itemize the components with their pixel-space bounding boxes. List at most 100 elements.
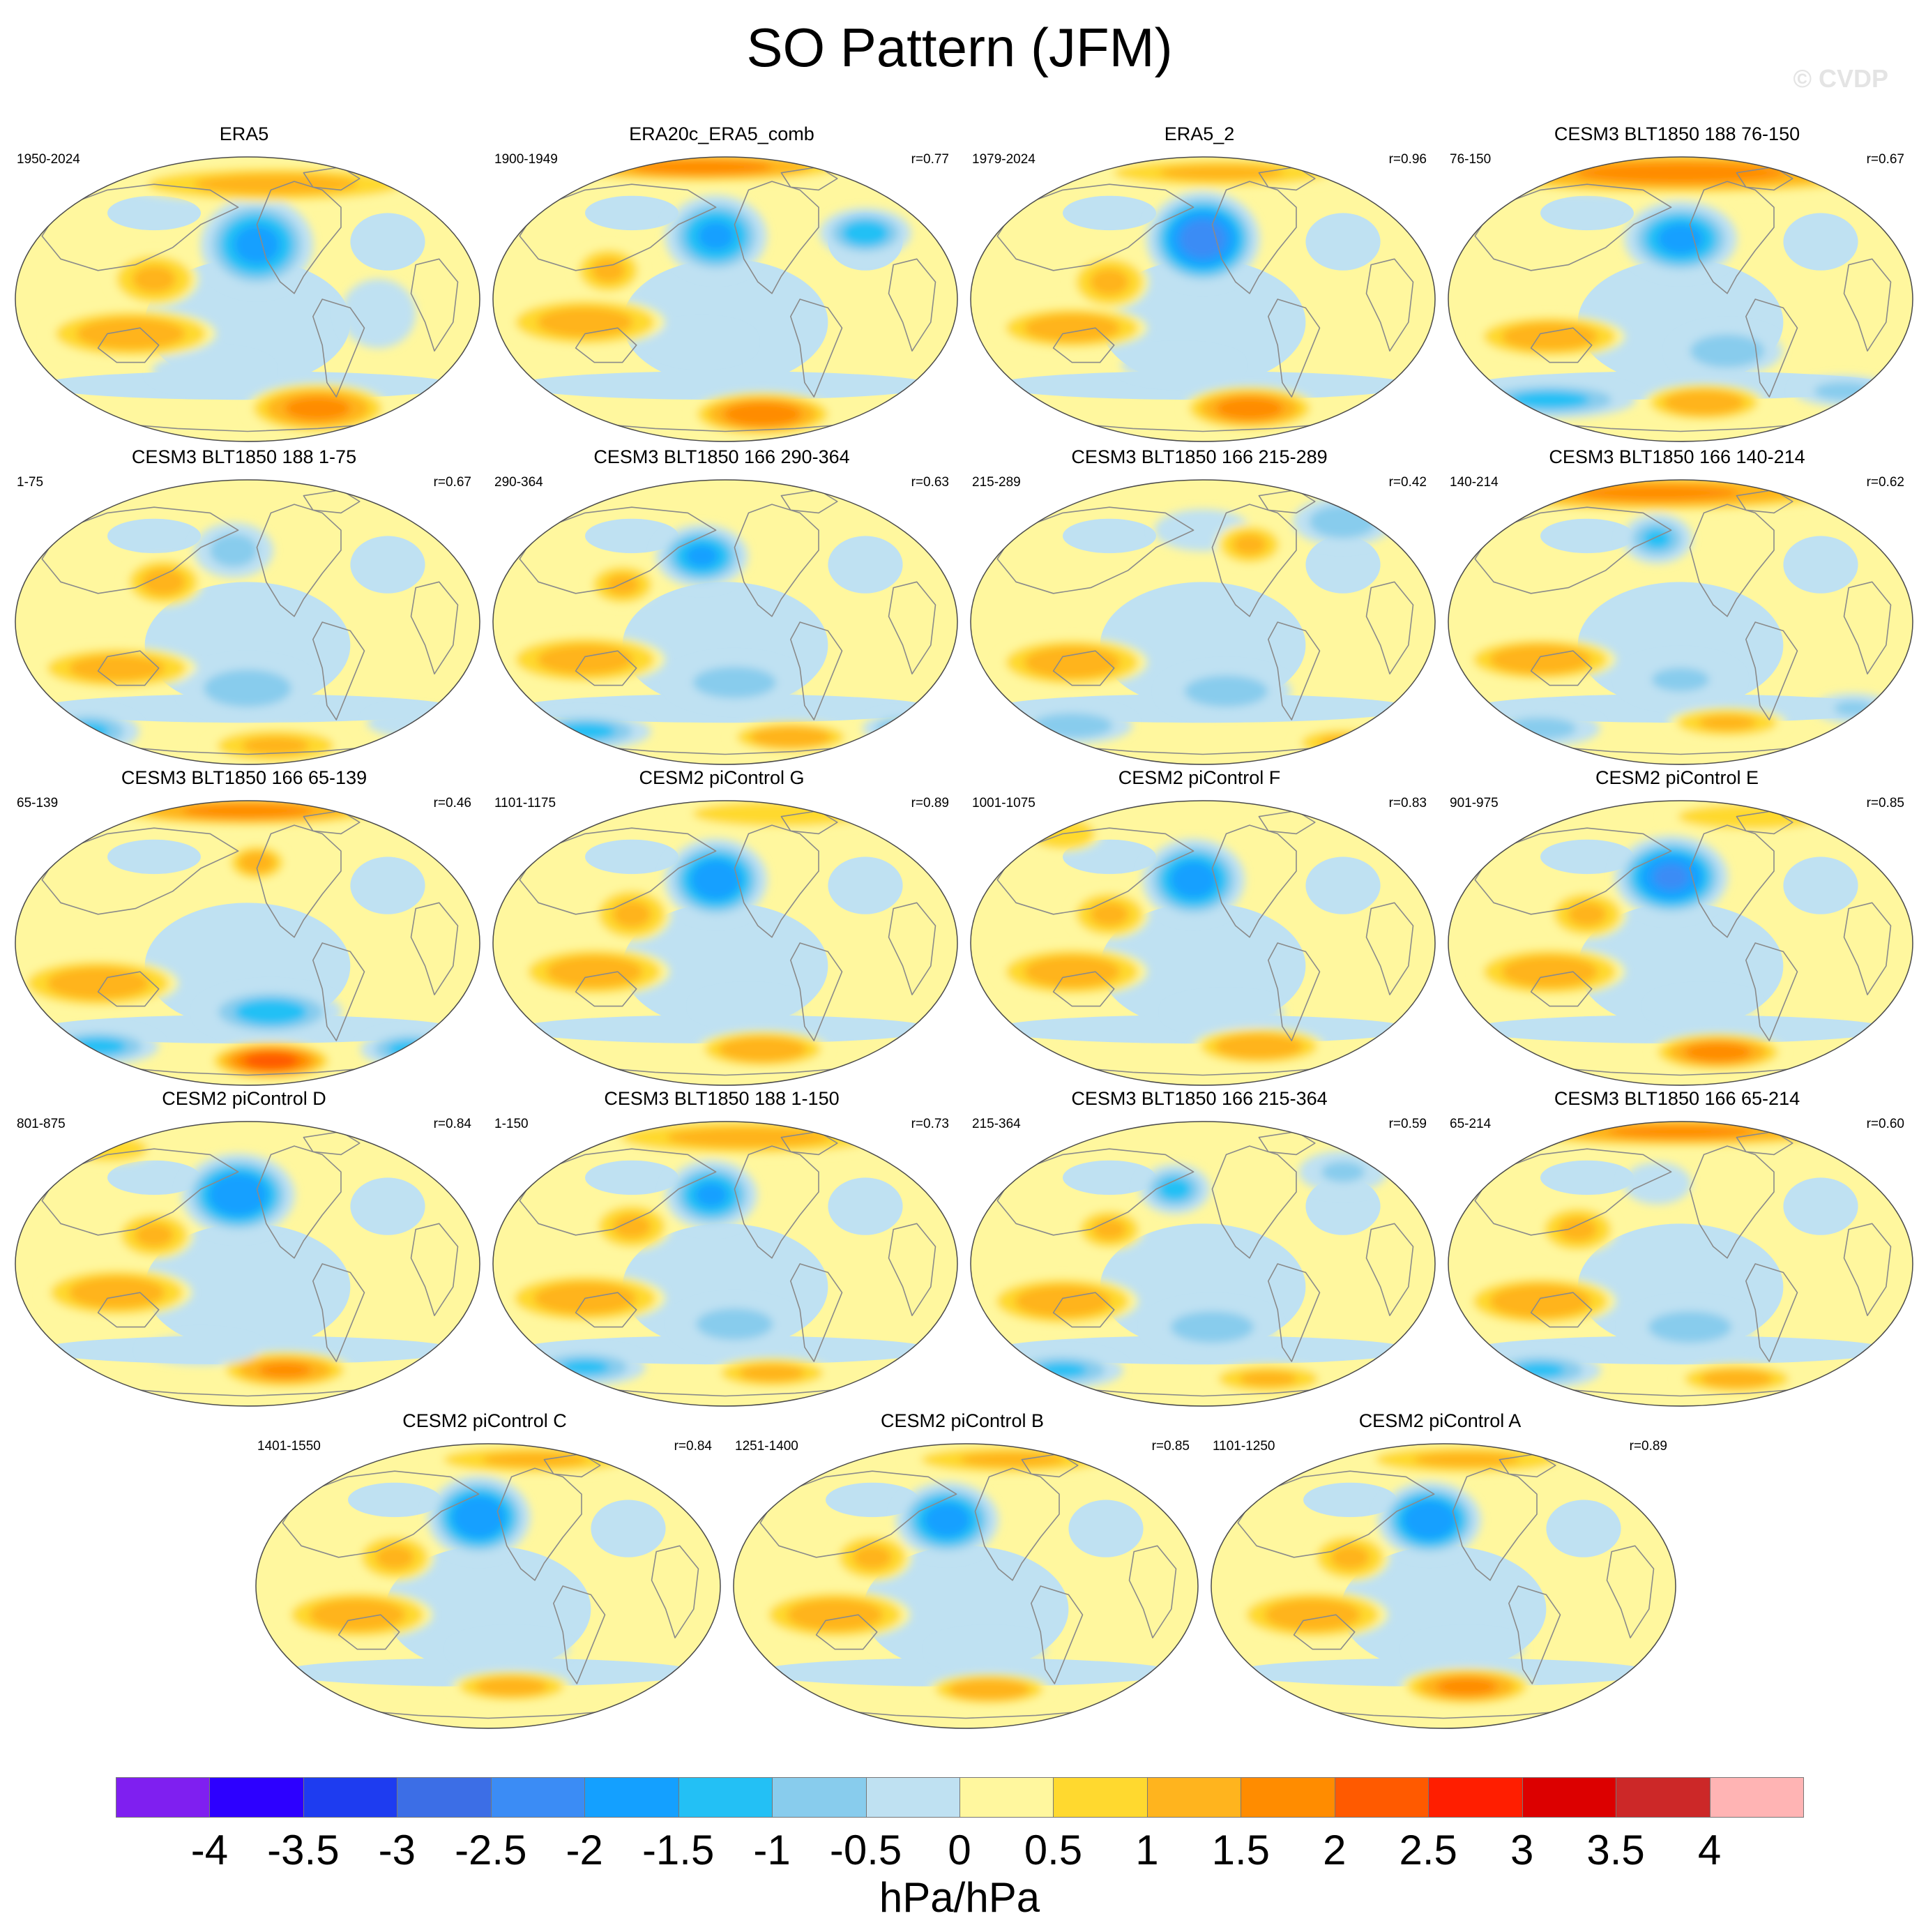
- colorbar-tick-label: -4: [190, 1827, 229, 1873]
- coastline-australia: [1530, 327, 1593, 363]
- coastline-australia: [575, 650, 637, 686]
- panel-pattern-correlation: r=0.85: [1151, 1439, 1190, 1454]
- coastline-africa: [651, 1545, 699, 1638]
- negative-band: [828, 1177, 903, 1235]
- negative-band: [1540, 1160, 1634, 1195]
- colorbar-tick-label: -2.5: [455, 1827, 527, 1873]
- positive-anomaly-contour: [1568, 902, 1607, 926]
- panel-title: CESM3 BLT1850 166 65-214: [1554, 1088, 1800, 1109]
- panel-years: 1401-1550: [257, 1439, 321, 1454]
- coastline-north-america: [256, 824, 342, 938]
- coastline-greenland: [1021, 1453, 1079, 1478]
- colorbar-swatch: [772, 1777, 867, 1818]
- negative-anomaly-contour: [842, 220, 889, 246]
- negative-band: [107, 839, 201, 875]
- positive-anomaly-contour: [1092, 1218, 1127, 1240]
- coastline-eurasia: [996, 1148, 1194, 1236]
- positive-anomaly-contour: [1215, 1034, 1303, 1059]
- negative-anomaly-contour: [697, 221, 734, 250]
- negative-anomaly-contour: [463, 1636, 560, 1662]
- map-panel: ERA5_2 1979-2024 r=0.96: [962, 122, 1436, 443]
- negative-anomaly-contour: [1402, 1500, 1457, 1540]
- map-border: [970, 800, 1436, 1086]
- negative-band: [1546, 1500, 1621, 1557]
- panel-years: 1950-2024: [17, 152, 80, 167]
- coastline-africa: [1843, 581, 1892, 674]
- coastline-south-america: [312, 621, 365, 720]
- panel-years: 801-875: [17, 1117, 66, 1131]
- positive-anomaly-contour: [1024, 314, 1121, 342]
- coastline-greenland: [303, 1131, 361, 1156]
- coastline-south-america: [790, 299, 843, 398]
- coastline-eurasia: [519, 1148, 717, 1236]
- negative-band: [1470, 1015, 1891, 1044]
- map-panel: CESM2 piControl C 1401-1550 r=0.84: [248, 1409, 722, 1730]
- panel-title: CESM2 piControl B: [880, 1410, 1045, 1431]
- coastline-australia: [97, 971, 160, 1007]
- colorbar-swatch: [303, 1777, 398, 1818]
- coastline-greenland: [1258, 166, 1316, 191]
- robinson-map: [492, 1121, 958, 1407]
- positive-anomaly-contour: [1489, 1284, 1591, 1318]
- coastline-eurasia: [41, 506, 239, 594]
- coastline-africa: [1606, 1545, 1655, 1638]
- coastline-africa: [888, 1223, 936, 1316]
- positive-anomaly-contour: [1159, 165, 1284, 181]
- coastline-north-america: [1689, 504, 1775, 617]
- robinson-map: [1448, 479, 1913, 765]
- coastline-north-america: [256, 504, 342, 617]
- negative-band: [107, 518, 201, 554]
- positive-anomaly-contour: [1413, 1452, 1520, 1467]
- coastline-north-america: [974, 1467, 1060, 1581]
- coastline-greenland: [780, 489, 838, 514]
- colorbar-swatch: [678, 1777, 773, 1818]
- panel-years: 290-364: [494, 475, 543, 490]
- positive-anomaly-contour: [135, 1223, 174, 1247]
- positive-anomaly-contour: [537, 644, 633, 674]
- coastline-eurasia: [519, 827, 717, 915]
- positive-anomaly-contour: [591, 258, 625, 282]
- coastline-australia: [337, 1614, 400, 1650]
- positive-anomaly-contour: [1558, 1217, 1598, 1242]
- coastline-africa: [1365, 581, 1414, 674]
- colorbar-tick-label: -3: [378, 1827, 416, 1873]
- negative-anomaly-contour: [350, 288, 407, 340]
- map-panel: CESM3 BLT1850 166 215-364 215-364 r=0.59: [962, 1087, 1436, 1408]
- negative-anomaly-contour: [692, 666, 777, 699]
- positive-anomaly-contour: [1700, 1369, 1773, 1388]
- panel-years: 215-289: [972, 475, 1021, 490]
- coastline-eurasia: [759, 1470, 957, 1558]
- map-panel: ERA20c_ERA5_comb 1900-1949 r=0.77: [485, 122, 959, 443]
- negative-anomaly-contour: [875, 718, 930, 739]
- colorbar-swatch: [1241, 1777, 1335, 1818]
- negative-band: [585, 518, 678, 554]
- coastline-north-america: [256, 1145, 342, 1259]
- negative-band: [828, 536, 903, 594]
- positive-anomaly-contour: [1663, 390, 1745, 416]
- robinson-map: [15, 1121, 480, 1407]
- negative-band: [278, 1658, 699, 1687]
- negative-band: [350, 536, 425, 594]
- colorbar-tick-label: -0.5: [829, 1827, 902, 1873]
- map-panel: CESM2 piControl B 1251-1400 r=0.85: [725, 1409, 1199, 1730]
- negative-band: [1540, 839, 1634, 875]
- map-panel: CESM3 BLT1850 166 140-214 140-214 r=0.62: [1440, 445, 1914, 766]
- positive-anomaly-contour: [1239, 1371, 1298, 1387]
- coastline-south-america: [1745, 621, 1798, 720]
- positive-anomaly-contour: [718, 1036, 807, 1062]
- robinson-map: [492, 156, 958, 442]
- colorbar-swatch: [1616, 1777, 1711, 1818]
- map-border: [492, 156, 958, 442]
- positive-anomaly-contour: [1436, 1677, 1498, 1696]
- positive-anomaly-contour: [1090, 269, 1129, 296]
- panel-title: ERA20c_ERA5_comb: [629, 123, 814, 144]
- positive-anomaly-contour: [738, 1364, 805, 1382]
- coastline-eurasia: [1474, 1148, 1672, 1236]
- coastline-south-america: [312, 942, 365, 1041]
- map-border: [15, 479, 480, 765]
- map-border: [492, 479, 958, 765]
- panel-years: 1001-1075: [972, 796, 1036, 810]
- positive-anomaly-contour: [853, 1545, 892, 1569]
- negative-band: [515, 1015, 936, 1044]
- negative-anomaly-contour: [68, 723, 109, 741]
